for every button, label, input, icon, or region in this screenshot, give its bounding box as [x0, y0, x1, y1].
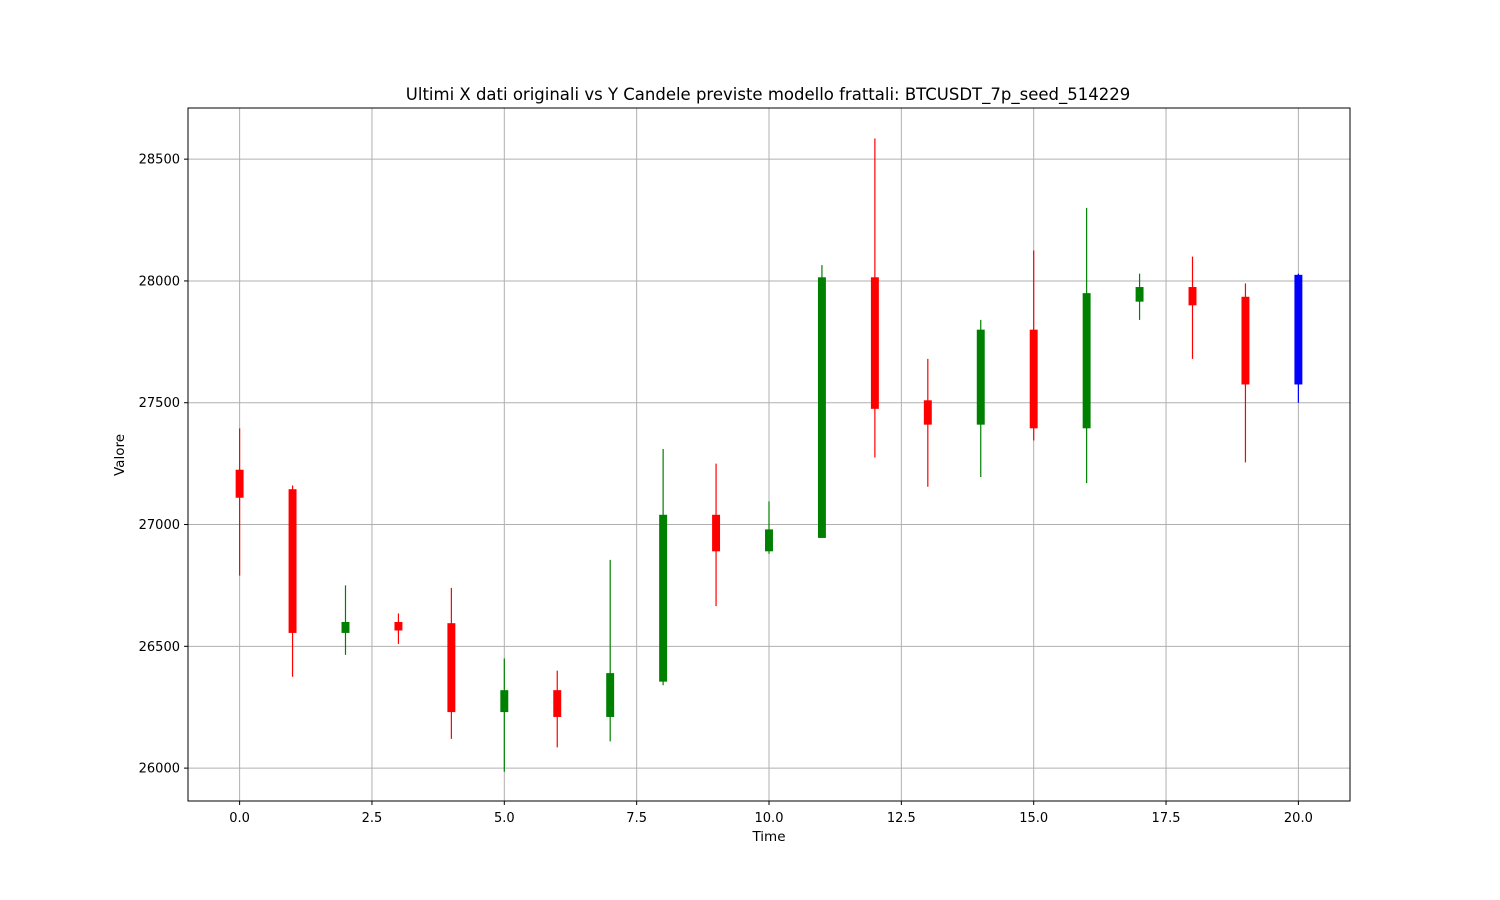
candle-body — [1294, 274, 1303, 385]
chart-title: Ultimi X dati originali vs Y Candele pre… — [406, 85, 1130, 105]
x-tick-label: 15.0 — [1019, 811, 1048, 826]
candle-body — [341, 621, 350, 633]
y-tick-label: 26500 — [139, 640, 180, 655]
candle-body — [553, 690, 562, 717]
candle-body — [1082, 293, 1091, 429]
grid — [188, 108, 1350, 801]
candle-body — [447, 623, 456, 713]
x-tick-label: 7.5 — [626, 811, 647, 826]
y-tick-label: 27500 — [139, 396, 180, 411]
candle-body — [606, 673, 615, 717]
candle-body — [288, 489, 297, 633]
x-tick-label: 20.0 — [1284, 811, 1313, 826]
candles — [235, 138, 1303, 772]
candle-body — [870, 277, 879, 409]
x-tick-label: 0.0 — [229, 811, 250, 826]
candle-body — [235, 469, 244, 498]
x-tick-label: 12.5 — [887, 811, 916, 826]
candle-body — [1241, 296, 1250, 385]
candle-body — [1135, 287, 1144, 302]
candle-body — [976, 329, 985, 425]
candle-body — [923, 400, 932, 425]
x-axis-ticks: 0.0 2.5 5.0 7.5 10.0 12.5 15.0 17.5 20.0 — [229, 801, 1313, 826]
y-axis-label: Valore — [112, 434, 128, 476]
y-tick-label: 27000 — [139, 518, 180, 533]
candle-body — [1188, 287, 1197, 306]
candle-body — [817, 277, 826, 538]
candle-body — [1029, 329, 1038, 429]
y-axis-ticks: 26000 26500 27000 27500 28000 28500 — [139, 153, 188, 777]
candle-body — [500, 690, 509, 713]
x-tick-label: 10.0 — [755, 811, 784, 826]
x-axis-label: Time — [751, 829, 785, 845]
candle-body — [659, 514, 668, 682]
candle-body — [394, 621, 403, 631]
y-tick-label: 26000 — [139, 762, 180, 777]
x-tick-label: 5.0 — [494, 811, 515, 826]
x-tick-label: 17.5 — [1152, 811, 1181, 826]
y-tick-label: 28500 — [139, 153, 180, 168]
x-tick-label: 2.5 — [362, 811, 383, 826]
candle-body — [712, 514, 721, 552]
y-tick-label: 28000 — [139, 274, 180, 289]
candle-body — [765, 529, 773, 552]
